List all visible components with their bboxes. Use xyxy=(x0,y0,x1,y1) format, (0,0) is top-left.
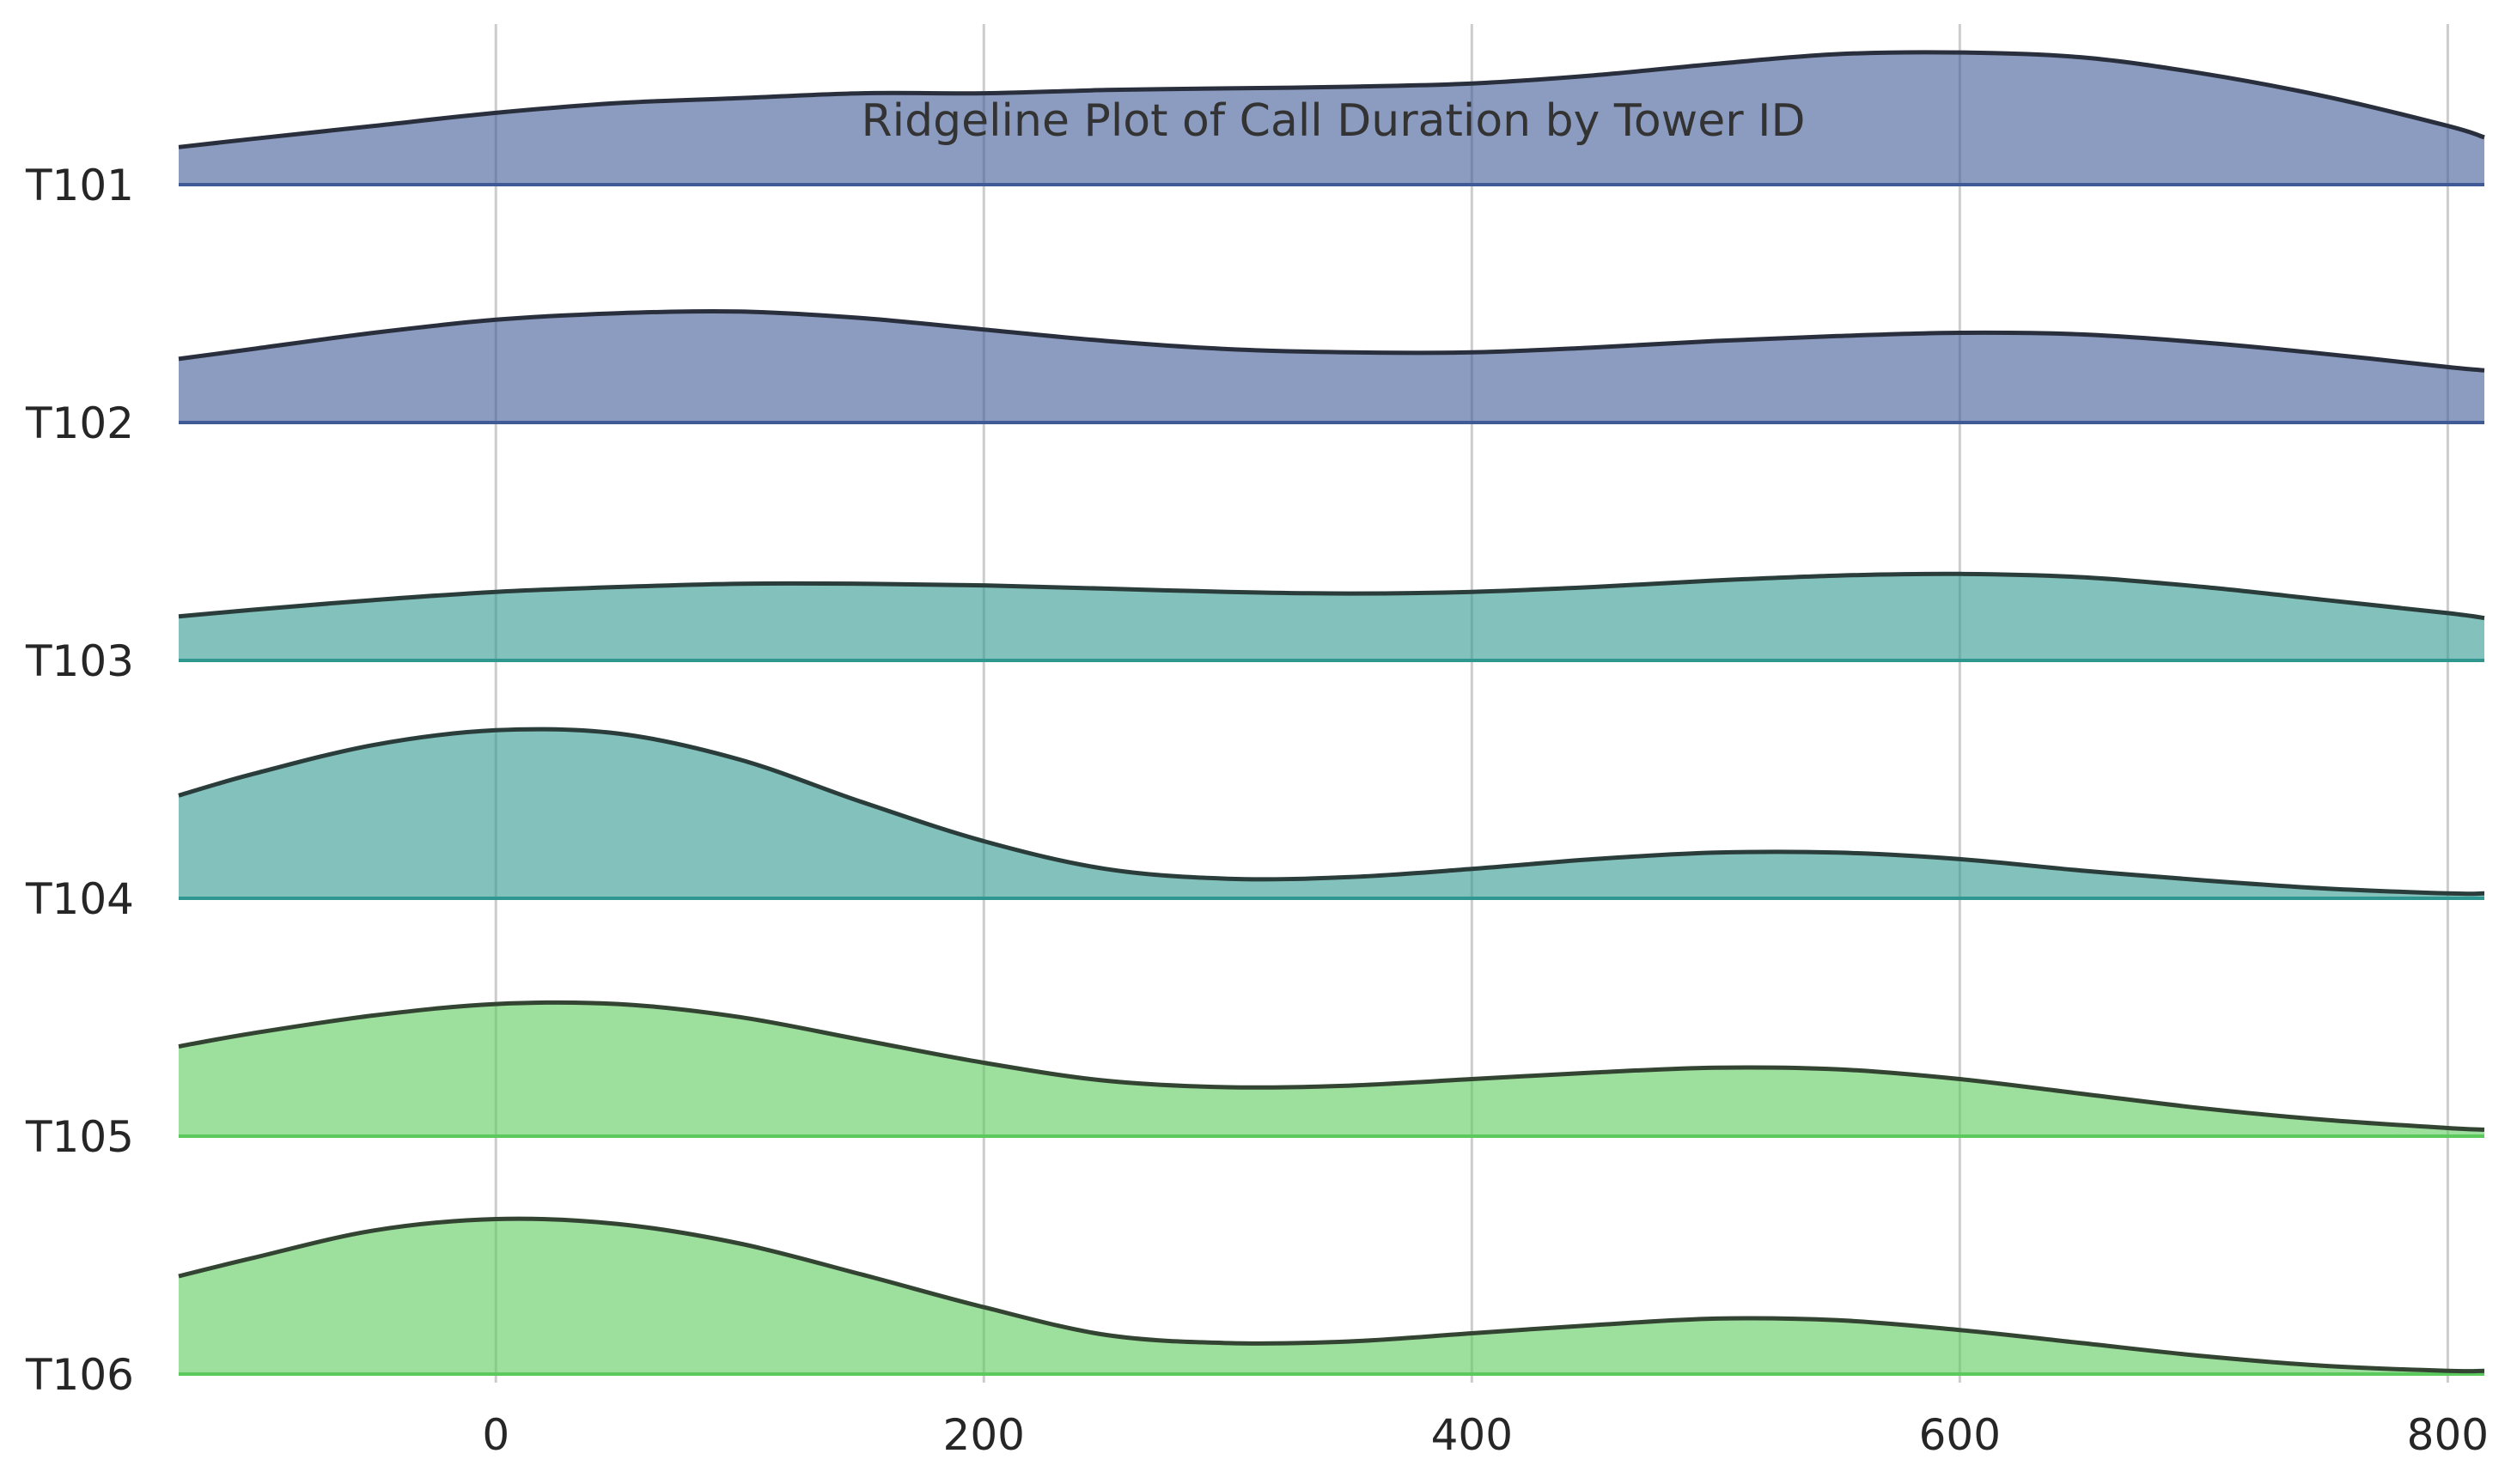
ridge-line-t104 xyxy=(178,727,2485,897)
ridge-area-t105 xyxy=(179,1002,2484,1136)
ridge-area-t106 xyxy=(179,1219,2484,1374)
ridges-layer xyxy=(178,50,2485,1376)
ridge-t106 xyxy=(178,1216,2485,1376)
ridge-line-t103 xyxy=(178,571,2485,621)
chart-title: Ridgeline Plot of Call Duration by Tower… xyxy=(862,95,1806,147)
x-tick-label-400: 400 xyxy=(1431,1410,1513,1460)
ridge-t105 xyxy=(178,1000,2485,1138)
x-tick-labels: 0 200 400 600 800 xyxy=(482,1410,2489,1460)
ridge-line-t101 xyxy=(178,50,2485,149)
x-tick-label-800: 800 xyxy=(2407,1410,2489,1460)
ridge-line-t102 xyxy=(178,308,2485,373)
ridge-line-t105 xyxy=(178,1000,2485,1132)
y-tick-labels: T101 T102 T103 T104 T105 T106 xyxy=(25,161,134,1400)
ridge-area-t104 xyxy=(179,729,2484,898)
y-tick-label-t104: T104 xyxy=(25,874,134,924)
y-tick-label-t106: T106 xyxy=(25,1350,134,1400)
ridge-t104 xyxy=(178,727,2485,900)
x-tick-label-0: 0 xyxy=(482,1410,509,1460)
ridge-area-t103 xyxy=(179,574,2484,660)
y-tick-label-t101: T101 xyxy=(25,161,134,210)
y-tick-label-t105: T105 xyxy=(25,1112,134,1162)
ridge-t101 xyxy=(178,50,2485,186)
y-tick-label-t103: T103 xyxy=(25,636,134,686)
ridge-area-t102 xyxy=(179,311,2484,423)
y-tick-label-t102: T102 xyxy=(25,398,134,448)
ridge-area-t101 xyxy=(179,52,2484,185)
ridge-t103 xyxy=(178,571,2485,662)
grid-layer xyxy=(494,24,2449,1383)
x-tick-label-200: 200 xyxy=(943,1410,1025,1460)
ridge-t102 xyxy=(178,308,2485,424)
ridge-line-t106 xyxy=(178,1216,2485,1374)
x-tick-label-600: 600 xyxy=(1919,1410,2001,1460)
